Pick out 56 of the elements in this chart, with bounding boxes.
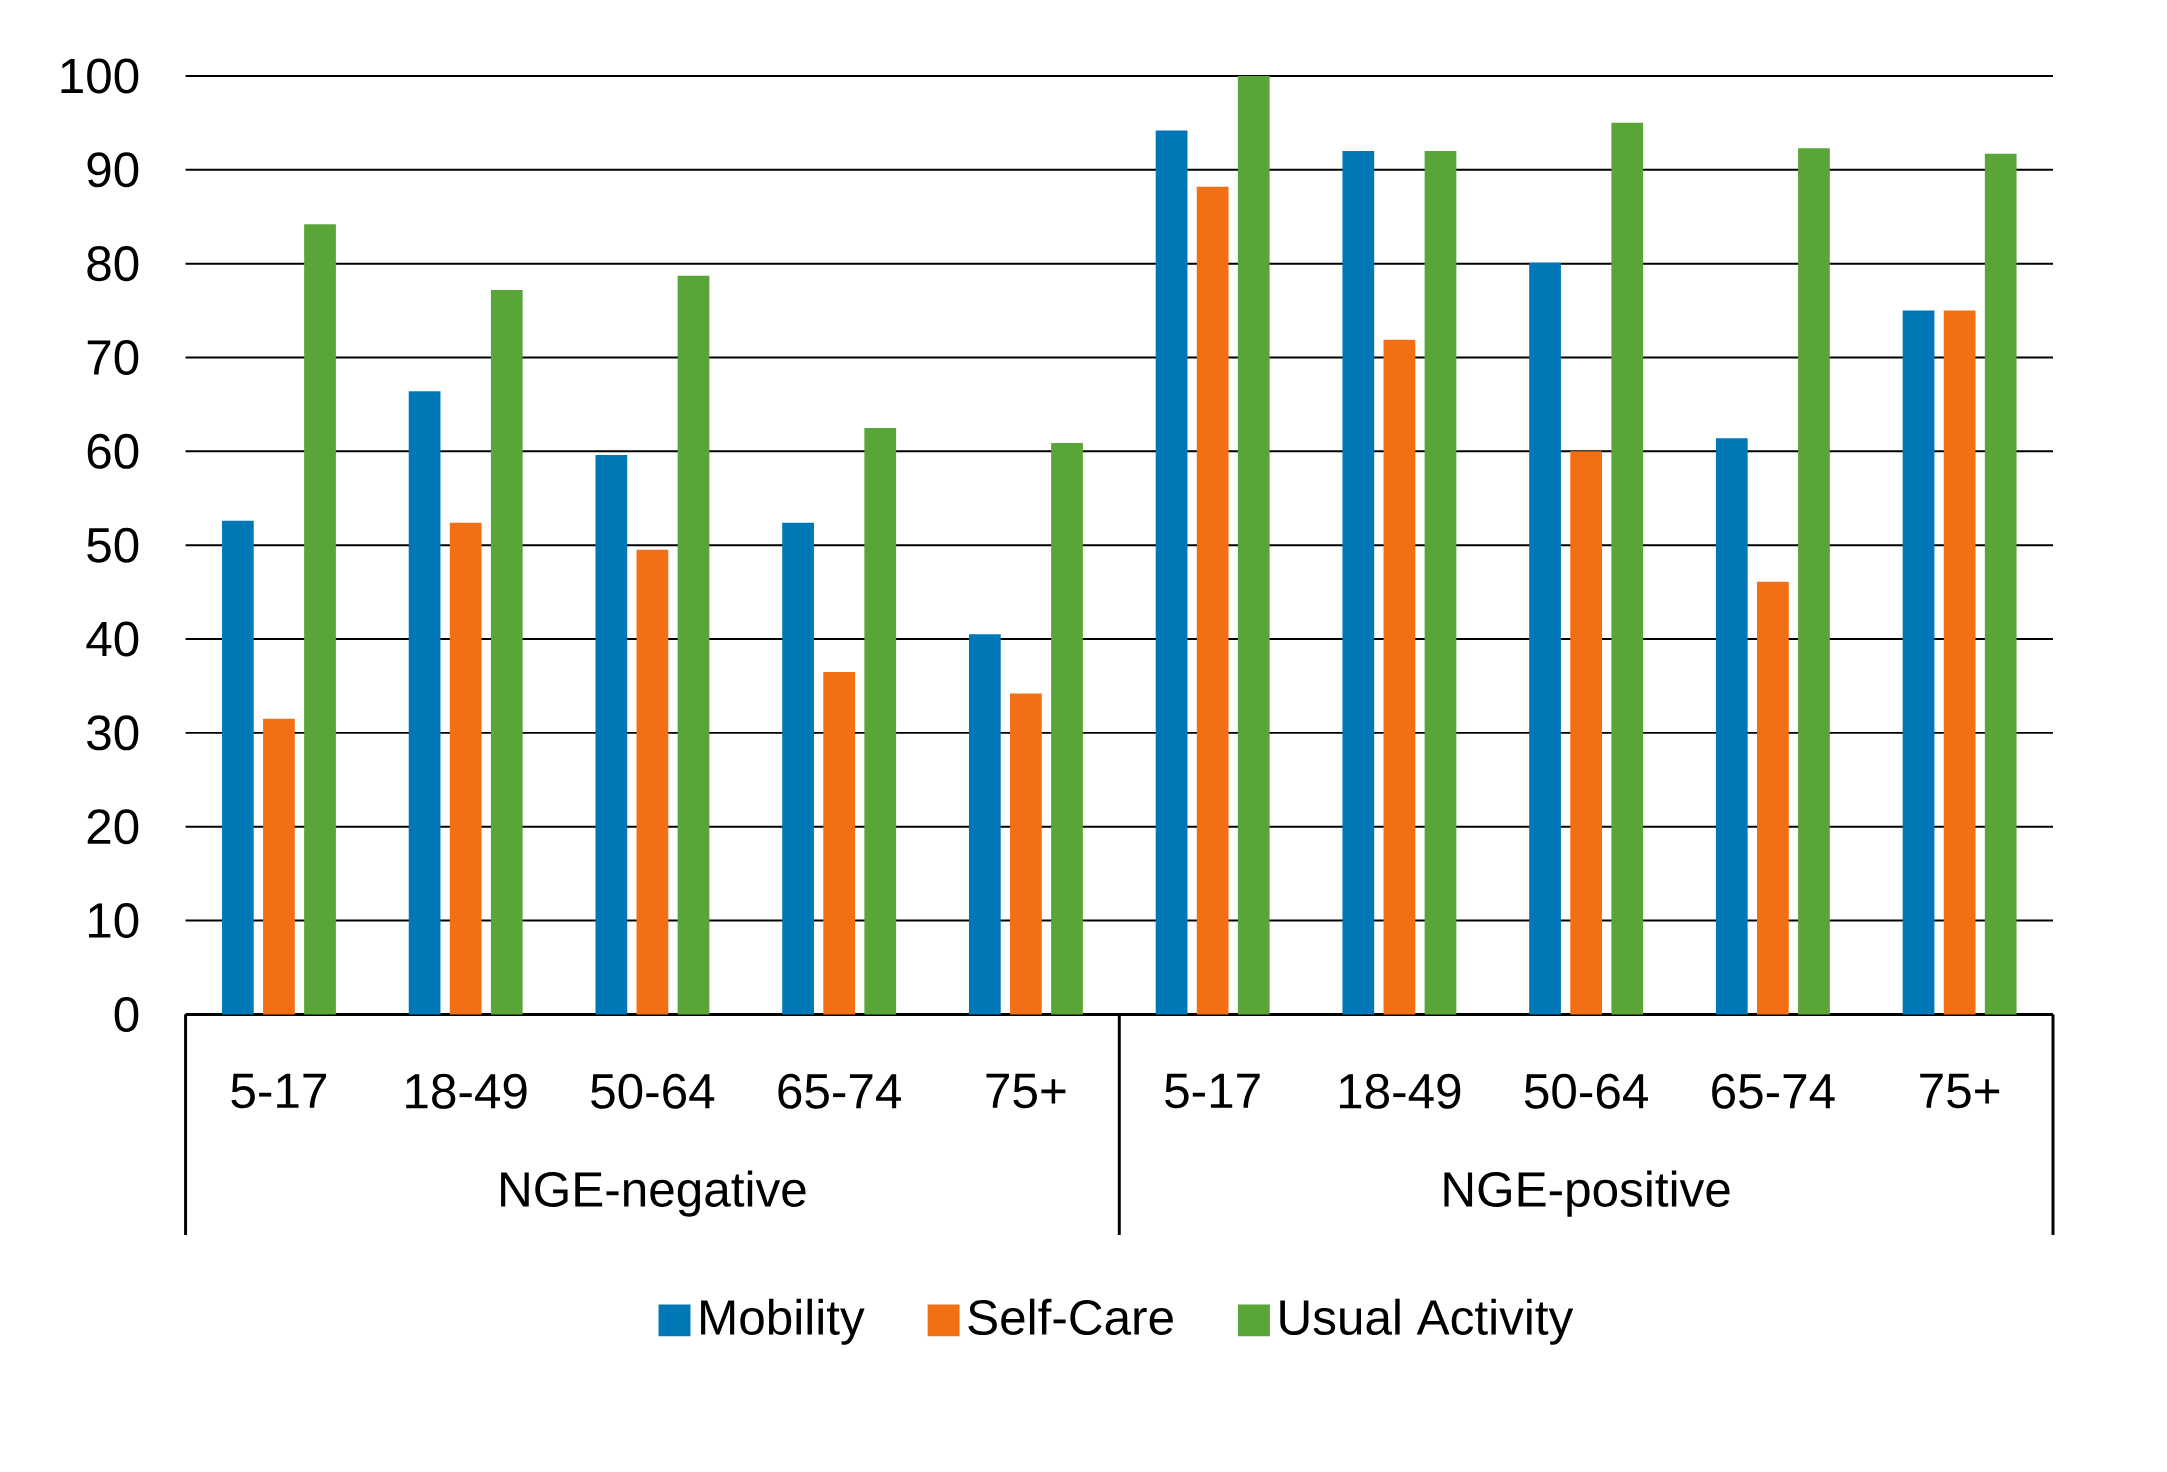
y-tick-label: 0 xyxy=(114,996,139,1032)
bar xyxy=(823,671,856,1015)
y-tick-label: 20 xyxy=(87,809,139,845)
x-tick-label: 5-17 xyxy=(231,1073,326,1109)
x-tick-label: 75+ xyxy=(1920,1073,2000,1109)
bar xyxy=(595,454,628,1015)
bar xyxy=(1383,339,1416,1015)
legend-label: Usual Activity xyxy=(1280,1298,1574,1345)
bar xyxy=(490,289,523,1015)
bar xyxy=(408,391,441,1015)
bar xyxy=(1902,310,1935,1015)
bar xyxy=(304,224,336,1015)
y-tick-label: 30 xyxy=(87,715,139,751)
bar xyxy=(1757,581,1789,1015)
bar xyxy=(636,549,669,1015)
x-tick-label: 18-49 xyxy=(406,1073,527,1109)
bar xyxy=(677,275,710,1015)
x-tick-label: 50-64 xyxy=(591,1073,715,1109)
bar xyxy=(1984,153,2017,1015)
y-tick-label: 10 xyxy=(89,902,139,938)
bar xyxy=(221,520,254,1015)
x-tick-label: 75+ xyxy=(986,1073,1066,1109)
y-tick-label: 80 xyxy=(87,245,139,281)
bar xyxy=(1715,438,1748,1015)
bar xyxy=(1424,150,1457,1015)
bar xyxy=(782,522,814,1015)
y-tick-label: 70 xyxy=(87,339,139,375)
text: NGE-positive xyxy=(1444,1170,1730,1217)
bar xyxy=(1342,150,1375,1015)
y-tick-label: 40 xyxy=(86,621,139,657)
bar xyxy=(1798,148,1830,1015)
bar xyxy=(1155,130,1188,1015)
bar xyxy=(449,522,482,1015)
x-tick-label: 65-74 xyxy=(1712,1073,1835,1109)
text: NGE-negative xyxy=(501,1170,806,1217)
y-tick-label: 100 xyxy=(61,58,139,94)
bar xyxy=(1010,693,1042,1015)
legend-label: Self-Care xyxy=(968,1298,1173,1335)
bar xyxy=(1611,122,1644,1015)
bar xyxy=(1237,75,1270,1015)
bar xyxy=(1196,186,1229,1015)
legend-label: Mobility xyxy=(701,1298,865,1345)
bar xyxy=(1529,262,1561,1015)
bar xyxy=(263,718,295,1015)
y-tick-label: 60 xyxy=(87,433,139,469)
bar xyxy=(1943,310,1976,1015)
x-tick-label: 65-74 xyxy=(778,1073,901,1109)
bar xyxy=(968,634,1001,1015)
bar xyxy=(1570,451,1603,1015)
x-tick-label: 18-49 xyxy=(1339,1073,1461,1109)
bar xyxy=(864,427,897,1015)
bar xyxy=(1051,442,1083,1015)
x-tick-label: 5-17 xyxy=(1165,1073,1260,1109)
y-tick-label: 90 xyxy=(87,152,139,188)
y-tick-label: 50 xyxy=(87,527,139,563)
x-tick-label: 50-64 xyxy=(1524,1073,1648,1109)
